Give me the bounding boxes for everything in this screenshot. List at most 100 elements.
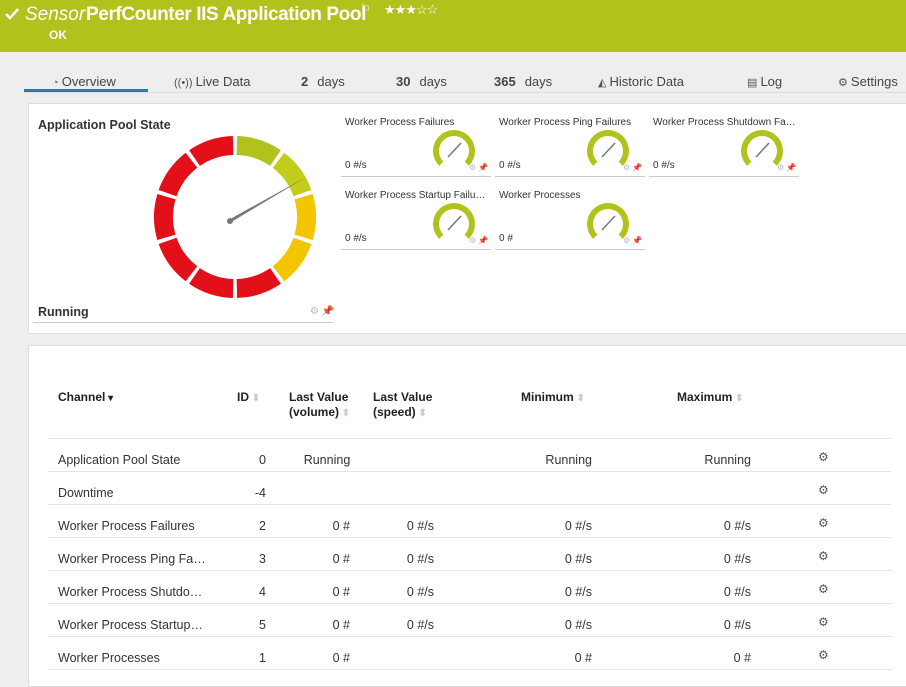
- cell: 0 #/s: [406, 552, 434, 566]
- mini-gauge-ring: [587, 203, 629, 239]
- column-header[interactable]: Last Value (volume) ⬍: [289, 390, 351, 419]
- main-gauge-title: Application Pool State: [38, 118, 171, 132]
- mini-gauge-needle: [601, 142, 616, 158]
- gauge-needle: [228, 176, 308, 224]
- cell: 0 #: [332, 585, 350, 599]
- gauge-tools[interactable]: ⚙ 📌: [469, 236, 489, 245]
- tab-count: 2: [301, 74, 309, 89]
- sort-arrow[interactable]: ⬍: [415, 408, 427, 419]
- sort-arrow[interactable]: ⬍: [573, 393, 585, 404]
- channel-name[interactable]: Downtime: [58, 486, 114, 500]
- tab-label: days: [419, 74, 447, 89]
- sort-arrow[interactable]: ⬍: [249, 393, 261, 404]
- cell: 0 #/s: [723, 552, 751, 566]
- gauge-segment: [236, 136, 281, 166]
- channel-settings-icon[interactable]: ⚙: [818, 450, 829, 464]
- mini-gauge: [587, 130, 629, 166]
- table-panel: [28, 345, 906, 687]
- column-header[interactable]: ID ⬍: [237, 390, 261, 404]
- gauge-value: 0 #/s: [499, 160, 521, 171]
- tab[interactable]: 30 days: [396, 74, 447, 89]
- cell: Running: [704, 453, 751, 467]
- gauge-underline: [495, 176, 645, 177]
- tab-divider: [24, 92, 906, 93]
- channel-settings-icon[interactable]: ⚙: [818, 582, 829, 596]
- gauge-value: 0 #: [499, 233, 513, 244]
- cell: 5: [259, 618, 266, 632]
- tab-label: days: [524, 74, 553, 89]
- tab[interactable]: ◭ Historic Data: [598, 74, 684, 89]
- gauge-name: Worker Process Failures: [345, 117, 455, 128]
- gauge-underline: [495, 249, 645, 250]
- gauge-segment: [272, 237, 312, 282]
- main-gauge-value: Running: [38, 305, 89, 319]
- header-line: [48, 438, 891, 439]
- gauge-tools[interactable]: ⚙ 📌: [623, 163, 643, 172]
- sort-arrow[interactable]: ⬍: [732, 393, 744, 404]
- tab[interactable]: 2 days: [301, 74, 345, 89]
- gauge-tools[interactable]: ⚙ 📌: [777, 163, 797, 172]
- gauge-underline: [341, 249, 491, 250]
- cell: 0 #: [332, 618, 350, 632]
- channel-settings-icon[interactable]: ⚙: [818, 516, 829, 530]
- channel-name[interactable]: Worker Process Shutdo…: [58, 585, 203, 599]
- cell: 0 #/s: [723, 618, 751, 632]
- gauge-segment: [272, 152, 312, 197]
- channel-name[interactable]: Worker Process Ping Fa…: [58, 552, 206, 566]
- cell: 3: [259, 552, 266, 566]
- mini-gauge-needle: [447, 142, 462, 158]
- gauge-hub: [227, 218, 233, 224]
- cell: 0: [259, 453, 266, 467]
- column-header[interactable]: Maximum ⬍: [677, 390, 744, 404]
- channel-settings-icon[interactable]: ⚙: [818, 483, 829, 497]
- cell: 0 #/s: [406, 585, 434, 599]
- channel-settings-icon[interactable]: ⚙: [818, 549, 829, 563]
- gauge-tools[interactable]: ⚙ 📌: [310, 306, 335, 317]
- tab-label: Historic Data: [609, 74, 684, 89]
- flag-icon[interactable]: ⚐: [360, 2, 371, 16]
- cell: 0 #: [332, 651, 350, 665]
- check-icon: [5, 8, 19, 20]
- cell: 0 #/s: [564, 552, 592, 566]
- cell: Running: [303, 453, 351, 467]
- tab[interactable]: 365 days: [494, 74, 552, 89]
- column-header[interactable]: Last Value (speed) ⬍: [373, 390, 433, 419]
- cell: 0 #: [733, 651, 751, 665]
- column-header[interactable]: Minimum ⬍: [521, 390, 585, 404]
- row-line: [48, 537, 891, 538]
- cell: 0 #: [574, 651, 592, 665]
- channel-settings-icon[interactable]: ⚙: [818, 615, 829, 629]
- gauge-segment: [189, 136, 234, 166]
- tab[interactable]: ▤ Log: [747, 74, 783, 89]
- channel-name[interactable]: Worker Processes: [58, 651, 160, 665]
- priority-stars[interactable]: ★★★☆☆: [384, 2, 438, 17]
- gauge-tools[interactable]: ⚙ 📌: [623, 236, 643, 245]
- tab[interactable]: ((•)) Live Data: [174, 74, 251, 89]
- main-gauge: [154, 136, 316, 298]
- mini-gauge: [433, 130, 475, 166]
- mini-gauge-ring: [741, 130, 783, 166]
- channel-name[interactable]: Worker Process Startup…: [58, 618, 203, 632]
- cell: 0 #: [332, 552, 350, 566]
- gauge-tools[interactable]: ⚙ 📌: [469, 163, 489, 172]
- tab-label: Settings: [850, 74, 898, 89]
- tab[interactable]: ⚙ Settings: [838, 74, 898, 89]
- cell: 0 #/s: [723, 585, 751, 599]
- channel-name[interactable]: Worker Process Failures: [58, 519, 195, 533]
- tab-label: days: [317, 74, 345, 89]
- mini-gauge-needle: [755, 142, 770, 158]
- tab-count: 365: [494, 74, 516, 89]
- gauge-segment: [294, 193, 316, 241]
- row-line: [48, 570, 891, 571]
- sort-arrow[interactable]: ⬍: [339, 408, 351, 419]
- tab[interactable]: ◔ Overview: [52, 74, 116, 89]
- cell: 0 #/s: [564, 519, 592, 533]
- sort-arrow[interactable]: ▾: [105, 393, 114, 404]
- column-header[interactable]: Channel ▾: [58, 390, 114, 404]
- cell: 0 #/s: [723, 519, 751, 533]
- tab-label: Log: [760, 74, 783, 89]
- channel-name[interactable]: Application Pool State: [58, 453, 181, 467]
- channel-settings-icon[interactable]: ⚙: [818, 648, 829, 662]
- gauge-name: Worker Process Shutdown Fa…: [653, 117, 796, 128]
- gauge-segment: [189, 268, 234, 298]
